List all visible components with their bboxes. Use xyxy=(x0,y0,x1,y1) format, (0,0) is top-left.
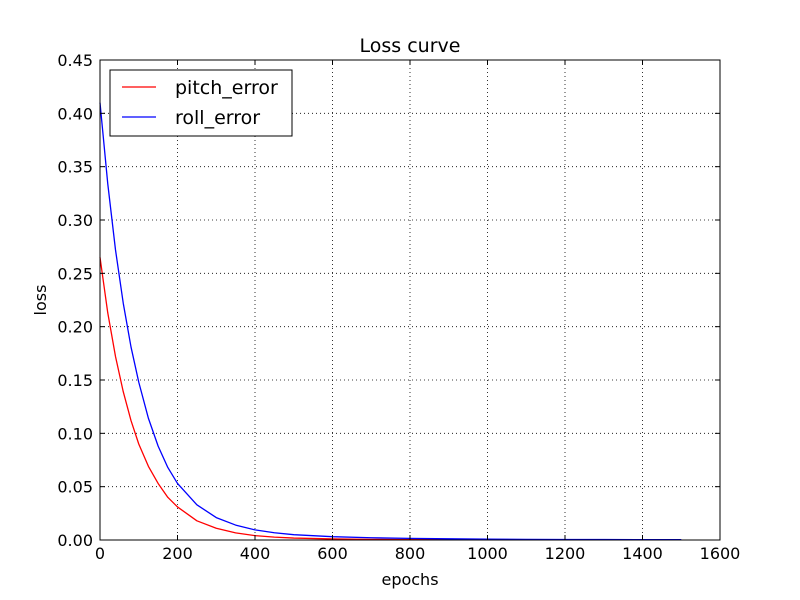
x-tick-label: 400 xyxy=(240,544,271,563)
x-tick-label: 800 xyxy=(395,544,426,563)
y-tick-label: 0.10 xyxy=(57,424,93,443)
y-tick-label: 0.25 xyxy=(57,264,93,283)
y-tick-label: 0.00 xyxy=(57,531,93,550)
chart-title: Loss curve xyxy=(360,35,461,57)
legend: pitch_error roll_error xyxy=(109,69,293,137)
x-tick-label: 1400 xyxy=(622,544,663,563)
x-tick-label: 1600 xyxy=(700,544,741,563)
x-tick-label: 1200 xyxy=(545,544,586,563)
y-tick-label: 0.40 xyxy=(57,104,93,123)
y-tick-label: 0.20 xyxy=(57,318,93,337)
legend-box xyxy=(109,69,293,137)
x-tick-label: 600 xyxy=(317,544,348,563)
axis-ticks: 0 200 400 600 800 1000 1200 1400 1600 0.00 0.05 0.1… xyxy=(57,51,740,563)
x-tick-label: 1000 xyxy=(467,544,508,563)
grid-lines xyxy=(100,60,720,540)
y-tick-label: 0.30 xyxy=(57,211,93,230)
x-tick-label: 200 xyxy=(162,544,193,563)
y-tick-label: 0.05 xyxy=(57,478,93,497)
legend-label-pitch-error: pitch_error xyxy=(175,77,278,99)
x-axis-label: epochs xyxy=(381,570,438,589)
y-tick-label: 0.35 xyxy=(57,158,93,177)
legend-label-roll-error: roll_error xyxy=(175,107,260,129)
y-axis-label: loss xyxy=(31,285,50,316)
y-tick-label: 0.45 xyxy=(57,51,93,70)
series-line-roll-error xyxy=(99,102,682,541)
x-tick-label: 0 xyxy=(95,544,105,563)
y-tick-label: 0.15 xyxy=(57,371,93,390)
